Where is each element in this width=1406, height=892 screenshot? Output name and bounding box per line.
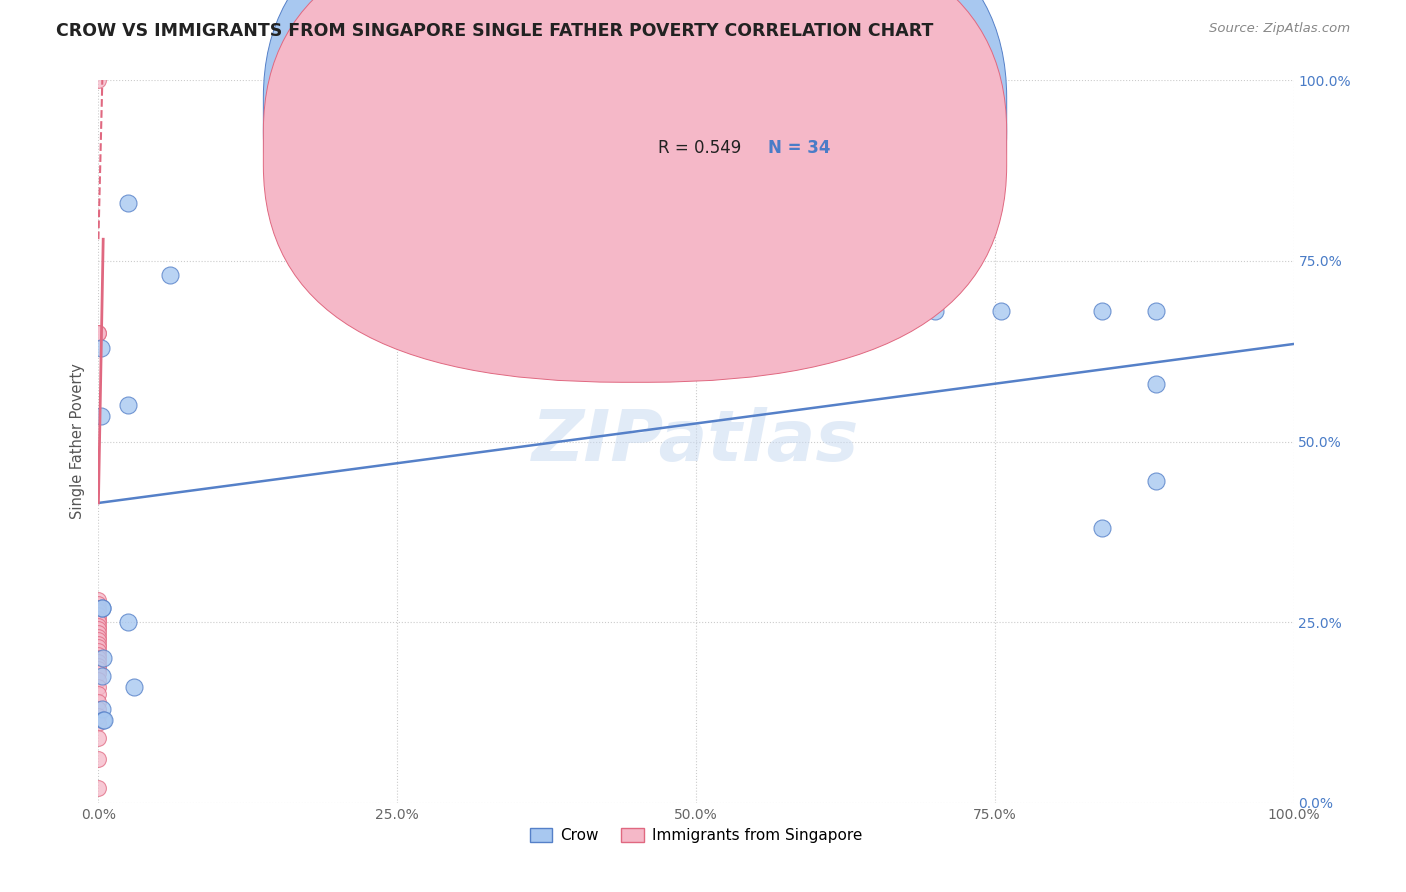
Point [91,600,114,615]
Point [87,73,110,87]
Point [87,640,110,655]
Point [87,716,110,731]
Point [117,615,139,630]
Point [87,630,110,644]
Point [90,409,112,424]
FancyBboxPatch shape [263,0,1007,383]
Point [117,398,139,412]
Point [124,680,146,694]
Point [91,600,114,615]
Point [87,662,110,676]
Text: Source: ZipAtlas.com: Source: ZipAtlas.com [1209,22,1350,36]
Point [1144,376,1167,391]
Point [87,623,110,637]
Point [87,607,110,622]
Point [91,713,114,727]
Text: ZIPatlas: ZIPatlas [533,407,859,476]
Point [159,268,181,283]
Point [117,196,139,211]
Point [87,687,110,701]
Point [87,644,110,658]
Point [87,752,110,766]
Point [91,702,114,716]
FancyBboxPatch shape [263,0,1007,349]
Point [1144,304,1167,318]
Point [1144,475,1167,489]
Point [87,604,110,618]
Point [90,341,112,355]
Y-axis label: Single Father Poverty: Single Father Poverty [70,364,86,519]
Point [1091,521,1114,535]
Point [87,680,110,694]
Text: R = 0.549: R = 0.549 [658,139,741,157]
Point [924,304,946,318]
Point [87,655,110,669]
Point [87,695,110,709]
Point [87,665,110,680]
Point [87,637,110,651]
Text: CROW VS IMMIGRANTS FROM SINGAPORE SINGLE FATHER POVERTY CORRELATION CHART: CROW VS IMMIGRANTS FROM SINGAPORE SINGLE… [56,22,934,40]
Point [87,648,110,662]
Point [87,651,110,665]
Point [87,600,110,615]
Point [87,626,110,640]
Point [87,615,110,630]
Text: N = 17: N = 17 [768,106,830,124]
Point [87,709,110,723]
Legend: Crow, Immigrants from Singapore: Crow, Immigrants from Singapore [523,822,869,849]
Text: N = 34: N = 34 [768,139,830,157]
Point [87,731,110,745]
Point [87,673,110,687]
Point [87,702,110,716]
Point [87,611,110,625]
Point [87,658,110,673]
Point [87,326,110,340]
Point [87,597,110,611]
Point [87,593,110,607]
FancyBboxPatch shape [600,84,905,181]
Text: R = 0.377: R = 0.377 [658,106,741,124]
Point [87,619,110,633]
Point [990,304,1012,318]
Point [87,781,110,796]
Point [87,633,110,648]
Point [93,713,115,727]
Point [91,651,114,665]
Point [87,326,110,340]
Point [1091,304,1114,318]
Point [91,669,114,683]
